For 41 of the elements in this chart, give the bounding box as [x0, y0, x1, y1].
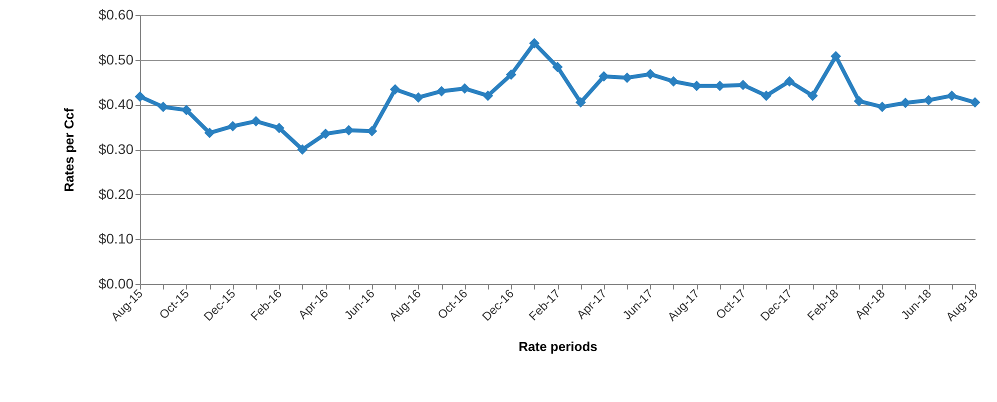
point: [413, 92, 424, 103]
point: [320, 128, 331, 140]
point: [668, 76, 679, 87]
point: [552, 62, 563, 72]
point: [297, 144, 308, 155]
point: [900, 98, 911, 108]
point: [134, 91, 146, 102]
point: [645, 68, 656, 80]
y-tick-label: $0.10: [98, 230, 134, 247]
point: [784, 76, 795, 87]
point: [854, 96, 864, 106]
point: [482, 90, 494, 101]
y-tick-label: $0.20: [98, 186, 134, 202]
point: [575, 97, 586, 108]
point: [344, 124, 354, 136]
point: [830, 51, 842, 62]
x-axis-title: Rate periods: [518, 339, 598, 354]
point: [274, 122, 284, 134]
y-tick-label: $0.40: [98, 96, 134, 112]
point: [506, 69, 516, 80]
y-tick-label: $0.00: [98, 276, 134, 292]
y-tick-label: $0.50: [98, 51, 134, 68]
point: [923, 94, 934, 106]
point: [598, 71, 610, 82]
point: [158, 102, 168, 112]
point: [228, 120, 238, 132]
point: [250, 116, 262, 126]
point: [691, 80, 702, 92]
point: [204, 128, 215, 138]
point: [436, 86, 447, 96]
point: [390, 84, 400, 95]
y-tick-label: $0.30: [98, 141, 134, 157]
point: [529, 38, 540, 48]
point: [181, 104, 192, 116]
point: [876, 102, 888, 112]
point: [970, 97, 980, 108]
y-axis-title: Rates per Ccf: [61, 107, 76, 192]
y-tick-label: $0.60: [98, 6, 134, 22]
point: [946, 90, 958, 101]
point: [807, 90, 818, 101]
point: [761, 90, 772, 101]
